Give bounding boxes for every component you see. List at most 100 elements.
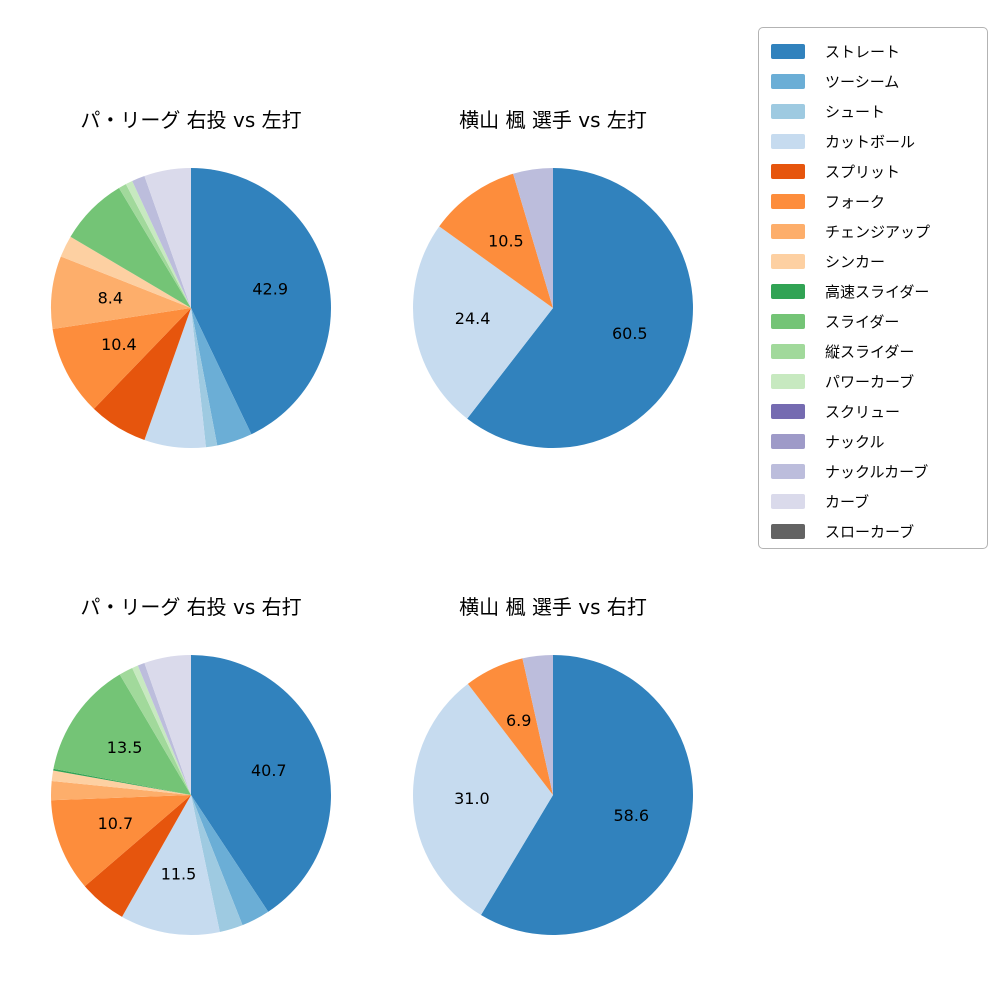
legend-row: 縦スライダー (771, 336, 987, 366)
pie-slice (51, 780, 192, 801)
pie-slice (93, 308, 191, 441)
legend-row: フォーク (771, 186, 987, 216)
legend-label: シュート (825, 102, 886, 121)
legend-swatch-icon (771, 73, 805, 89)
legend-label: スライダー (825, 312, 900, 331)
legend-swatch-icon (771, 253, 805, 269)
legend-swatch-icon (771, 223, 805, 239)
pie-value-label: 10.4 (101, 335, 137, 354)
pie-slice (191, 795, 269, 926)
legend-swatch-icon (771, 103, 805, 119)
pie-value-label: 40.7 (251, 761, 287, 780)
pie-slice (522, 655, 553, 795)
legend-row: シュート (771, 96, 987, 126)
pie-slice (191, 308, 252, 446)
legend-row: カットボール (771, 126, 987, 156)
pie-slice (53, 674, 192, 795)
legend-swatch-icon (771, 493, 805, 509)
pie-value-label: 24.4 (455, 309, 491, 328)
legend-label: フォーク (825, 192, 886, 211)
pie-slice (413, 683, 553, 916)
legend-row: カーブ (771, 486, 987, 516)
legend-row: スプリット (771, 156, 987, 186)
legend-row: チェンジアップ (771, 216, 987, 246)
pie-slice (51, 770, 192, 795)
legend-swatch-icon (771, 163, 805, 179)
pie-slice (144, 308, 206, 448)
pie-slice (144, 168, 191, 308)
pie-slice (439, 173, 553, 308)
legend-row: スローカーブ (771, 516, 987, 546)
pie-value-label: 10.7 (98, 814, 134, 833)
pie-slice (52, 308, 192, 409)
pie-slice (132, 665, 191, 795)
pie-value-label: 8.4 (98, 288, 123, 307)
pie-value-label: 58.6 (613, 806, 649, 825)
chart-title-pa-league-vs-right: パ・リーグ 右投 vs 右打 (80, 595, 302, 619)
legend-label: 高速スライダー (825, 282, 930, 301)
legend-label: スローカーブ (825, 522, 915, 541)
legend-row: シンカー (771, 246, 987, 276)
legend-label: チェンジアップ (825, 222, 931, 241)
pie-slice (132, 175, 191, 308)
legend-swatch-icon (771, 43, 805, 59)
legend: ストレートツーシームシュートカットボール スプリットフォークチェンジアップ シンカー… (758, 27, 988, 549)
pie-slice (125, 180, 191, 308)
legend-swatch-icon (771, 403, 805, 419)
legend-label: スクリュー (825, 402, 901, 421)
pie-slice (119, 667, 191, 795)
legend-label: ナックルカーブ (825, 462, 929, 481)
pie-slice (51, 256, 192, 330)
legend-swatch-icon (771, 463, 805, 479)
legend-label: ツーシーム (825, 72, 900, 91)
pie-value-label: 42.9 (252, 280, 288, 299)
pie-slice (53, 768, 191, 795)
legend-row: ストレート (771, 36, 987, 66)
legend-row: ナックル (771, 426, 987, 456)
pie-slice (191, 308, 218, 448)
pie-slice (412, 226, 553, 419)
legend-swatch-icon (771, 373, 805, 389)
legend-row: 高速スライダー (771, 276, 987, 306)
legend-label: カットボール (825, 132, 916, 151)
pie-slice (51, 795, 191, 887)
pie-value-label: 13.5 (107, 738, 143, 757)
pie-slice (144, 655, 191, 795)
pie-slice (84, 795, 191, 917)
pie-value-label: 11.5 (161, 865, 197, 884)
legend-swatch-icon (771, 193, 805, 209)
pie-slice (70, 187, 191, 308)
legend-swatch-icon (771, 433, 805, 449)
legend-row: ナックルカーブ (771, 456, 987, 486)
legend-swatch-icon (771, 343, 805, 359)
pie-slice (191, 655, 331, 912)
pie-slice (467, 658, 553, 795)
legend-label: パワーカーブ (825, 372, 915, 391)
legend-swatch-icon (771, 523, 805, 539)
legend-label: 縦スライダー (825, 342, 915, 361)
pie-slice (191, 795, 243, 932)
legend-row: パワーカーブ (771, 366, 987, 396)
legend-row: ツーシーム (771, 66, 987, 96)
pie-slice (191, 168, 331, 435)
legend-swatch-icon (771, 283, 805, 299)
pie-slice (513, 168, 553, 308)
legend-label: ナックル (825, 432, 885, 451)
legend-swatch-icon (771, 133, 805, 149)
pie-slice (60, 236, 191, 308)
legend-label: シンカー (825, 252, 886, 271)
chart-title-yokoyama-vs-left: 横山 楓 選手 vs 左打 (459, 108, 647, 132)
legend-swatch-icon (771, 313, 805, 329)
pie-slice (480, 655, 694, 935)
pie-slice (137, 662, 191, 795)
pie-slice (122, 795, 220, 935)
legend-label: カーブ (825, 492, 870, 511)
legend-row: スクリュー (771, 396, 987, 426)
pie-value-label: 31.0 (454, 789, 490, 808)
legend-label: ストレート (825, 42, 901, 61)
pie-value-label: 60.5 (612, 324, 648, 343)
legend-label: スプリット (825, 162, 901, 181)
pie-value-label: 6.9 (506, 711, 531, 730)
